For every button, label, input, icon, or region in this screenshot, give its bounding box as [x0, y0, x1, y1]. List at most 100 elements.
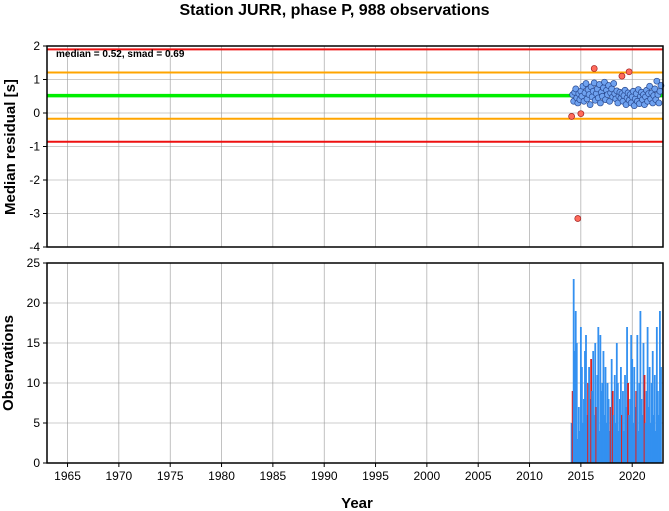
y-tick-label: 0: [33, 456, 40, 470]
observation-bar: [616, 383, 619, 463]
residual-y-ticks: -4 -3 -2 -1 0 1 2: [29, 39, 47, 254]
outlier-point: [574, 215, 582, 222]
observation-bar: [582, 423, 584, 463]
observation-bar: [623, 431, 625, 463]
y-tick-label: 1: [33, 73, 40, 87]
x-tick-label: 1970: [106, 469, 133, 483]
observation-bar: [589, 399, 592, 463]
outlier-point: [618, 72, 626, 80]
observation-bar: [584, 351, 586, 463]
observation-bar: [645, 391, 648, 463]
observation-bar: [614, 423, 617, 463]
observation-bar: [572, 279, 575, 463]
observations-panel: 0 5 10 15 20 25 1965 1970 1975 1980 1985 1990 1995 2…: [0, 256, 664, 511]
observation-bar: [629, 399, 632, 463]
observation-bar: [634, 407, 637, 463]
observation-bar: [641, 415, 644, 463]
observation-bar: [651, 351, 654, 463]
observation-bar: [612, 415, 615, 463]
outlier-point: [568, 112, 575, 120]
median-smad-annotation: median = 0.52, smad = 0.69: [56, 49, 185, 60]
observation-bar: [593, 415, 596, 463]
observations-plot-frame: [46, 262, 664, 464]
observation-bar: [578, 431, 581, 463]
observation-bar: [577, 407, 580, 463]
residual-point: [582, 80, 590, 87]
observation-bar: [642, 343, 645, 463]
observation-bar-highlight: [571, 391, 574, 463]
observation-bar: [615, 343, 618, 463]
x-ticks: 1965 1970 1975 1980 1985 1990 1995 2000 2005 2010…: [54, 463, 646, 483]
observation-bar: [655, 327, 658, 463]
x-axis-label: Year: [341, 495, 373, 511]
observation-bar: [620, 367, 622, 463]
x-tick-label: 2010: [516, 469, 543, 483]
x-tick-label: 1980: [208, 469, 235, 483]
observations-grid: [47, 262, 663, 464]
x-tick-label: 2005: [465, 469, 492, 483]
observation-bar: [650, 383, 653, 463]
observation-bar: [594, 343, 597, 463]
observation-bars: [570, 279, 662, 463]
x-tick-label: 2020: [619, 469, 646, 483]
observations-y-ticks: 0 5 10 15 20 25: [27, 256, 47, 470]
observation-bar: [613, 375, 616, 463]
observation-bar: [608, 431, 611, 463]
x-tick-label: 1975: [157, 469, 184, 483]
residual-grid: [47, 45, 663, 248]
observation-bar: [576, 439, 579, 463]
observation-bar: [599, 335, 602, 463]
observation-bar: [652, 415, 655, 463]
observation-bar: [598, 431, 601, 463]
observation-bar: [585, 335, 587, 463]
observation-bar: [654, 431, 657, 463]
observation-bar-highlight: [621, 415, 623, 463]
observation-bar: [618, 399, 621, 463]
residual-points: [568, 65, 665, 222]
observation-bar: [657, 415, 660, 463]
observation-bar: [625, 407, 627, 463]
observation-bar: [659, 311, 661, 463]
observation-bar: [640, 399, 643, 463]
observation-bar-highlight: [635, 391, 638, 463]
residual-point: [655, 99, 663, 107]
y-tick-label: -3: [29, 207, 40, 221]
x-tick-label: 1985: [260, 469, 287, 483]
observation-bar: [630, 335, 633, 463]
observation-bar: [610, 359, 613, 463]
observation-bar-highlight: [587, 383, 589, 463]
observation-bar: [633, 367, 636, 463]
observation-bar: [617, 431, 620, 463]
reference-lines: [47, 48, 663, 143]
observation-bar: [592, 351, 595, 463]
observation-bar: [628, 415, 631, 463]
y-tick-label: 5: [33, 416, 40, 430]
observation-bar: [639, 311, 642, 463]
outlier-point: [590, 65, 598, 72]
observation-bar: [636, 335, 639, 463]
observations-y-axis-label: Observations: [0, 315, 17, 411]
observation-bar: [644, 423, 647, 463]
observation-bar: [586, 415, 588, 463]
observation-bar: [575, 343, 578, 463]
residual-y-axis-label: Median residual [s]: [2, 79, 19, 215]
observation-bar: [624, 375, 626, 463]
residual-point: [656, 87, 664, 95]
y-tick-label: 25: [27, 256, 41, 270]
observation-bar: [596, 375, 599, 463]
y-tick-label: 15: [27, 336, 41, 350]
residual-point: [610, 80, 618, 87]
observation-bar-highlight: [609, 407, 612, 463]
y-tick-label: -1: [29, 140, 40, 154]
observation-bar-highlight: [590, 359, 593, 463]
y-tick-label: -2: [29, 173, 40, 187]
observation-bar: [601, 383, 604, 463]
x-tick-label: 2015: [568, 469, 595, 483]
x-tick-label: 1995: [362, 469, 389, 483]
x-tick-label: 1990: [311, 469, 338, 483]
residual-point: [653, 77, 661, 85]
observation-bar: [626, 327, 628, 463]
observation-bar: [606, 383, 609, 463]
observation-bar: [648, 367, 651, 463]
